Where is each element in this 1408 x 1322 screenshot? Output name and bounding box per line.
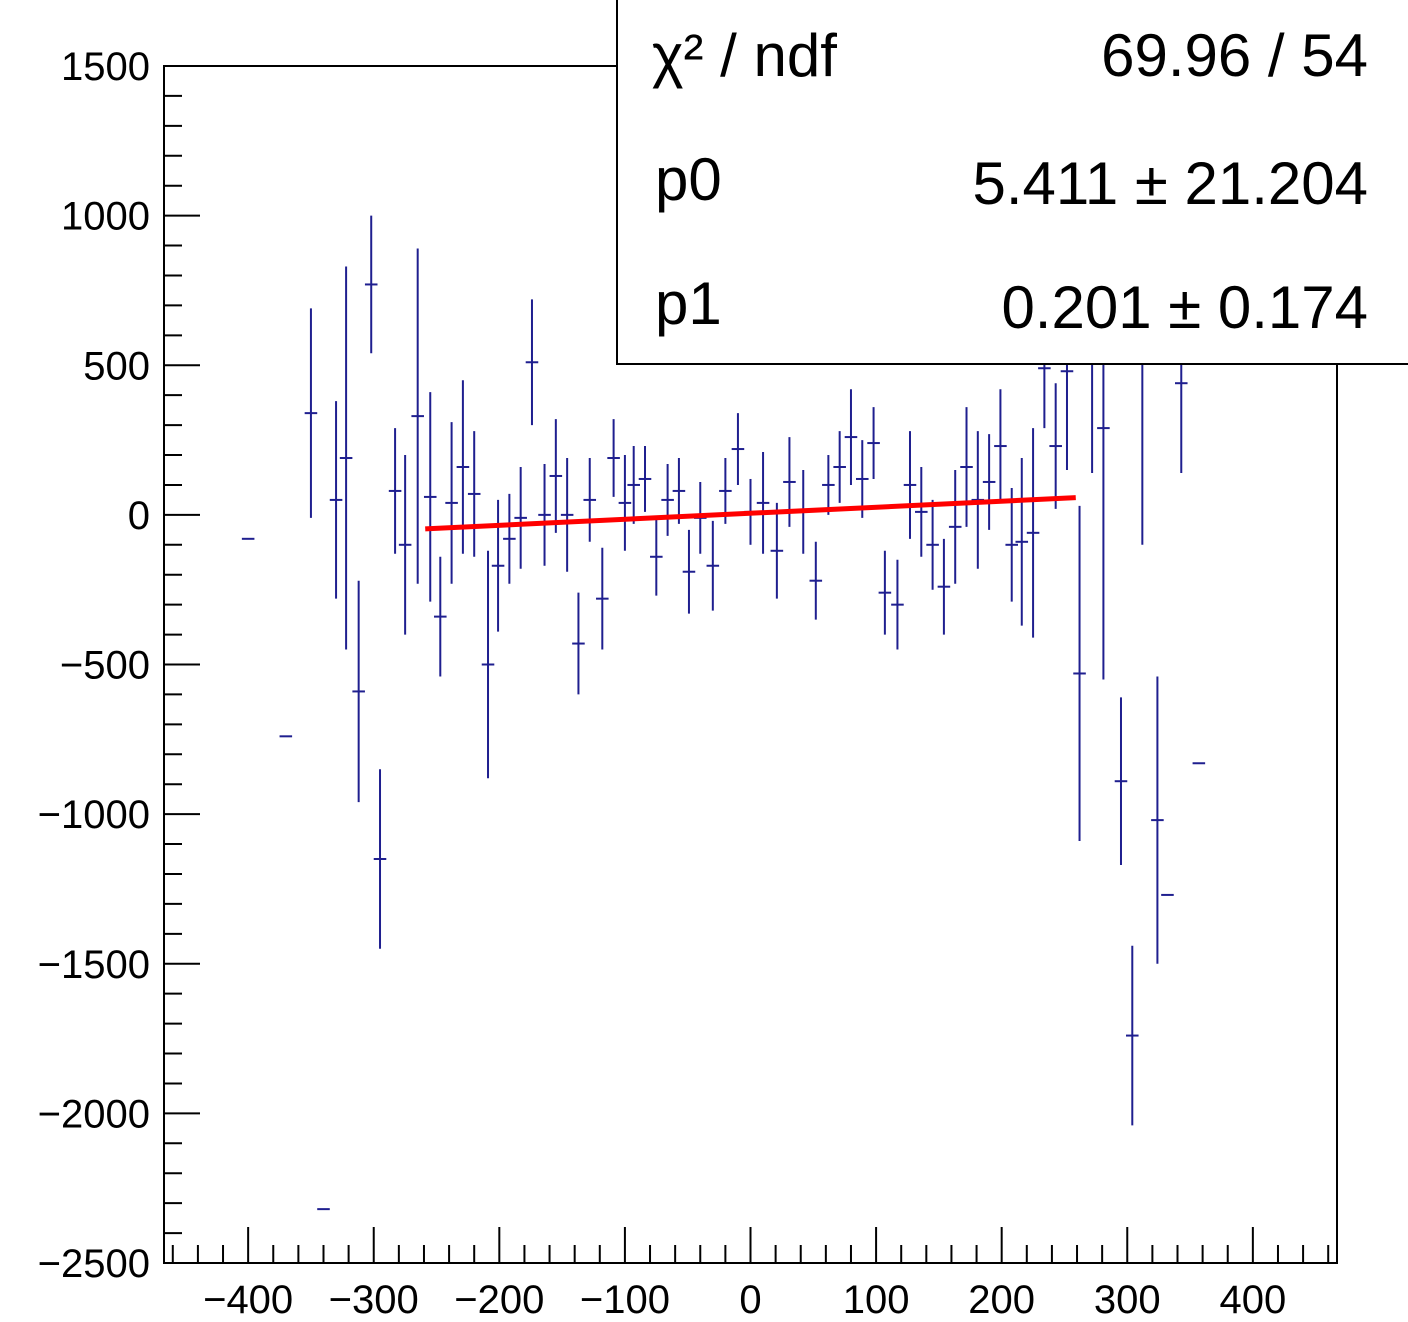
y-tick-label: −1500	[38, 943, 150, 987]
y-tick-label: 0	[128, 494, 150, 538]
x-tick-label: 300	[1094, 1278, 1161, 1322]
x-tick-label: −300	[329, 1278, 419, 1322]
y-tick-label: 1500	[61, 45, 150, 89]
p1-label: p1	[655, 270, 722, 337]
stats-box: χ² / ndf 69.96 / 54 p0 5.411 ± 21.204 p1…	[617, 0, 1408, 364]
y-tick-label: −2000	[38, 1092, 150, 1136]
y-tick-label: 500	[83, 344, 150, 388]
x-tick-label: 0	[739, 1278, 761, 1322]
p0-label: p0	[655, 146, 722, 213]
y-tick-label: 1000	[61, 195, 150, 239]
chi2-label: χ² / ndf	[652, 22, 837, 89]
chi2-value: 69.96 / 54	[1101, 22, 1368, 89]
x-tick-label: 200	[968, 1278, 1035, 1322]
x-tick-label: −200	[454, 1278, 544, 1322]
y-tick-label: −500	[60, 644, 150, 688]
y-tick-label: −1000	[38, 793, 150, 837]
x-tick-label: 100	[843, 1278, 910, 1322]
x-tick-label: −400	[203, 1278, 293, 1322]
p0-value: 5.411 ± 21.204	[973, 150, 1368, 217]
x-tick-label: −100	[580, 1278, 670, 1322]
y-tick-label: −2500	[38, 1242, 150, 1286]
x-tick-label: 400	[1219, 1278, 1286, 1322]
p1-value: 0.201 ± 0.174	[1001, 274, 1368, 341]
